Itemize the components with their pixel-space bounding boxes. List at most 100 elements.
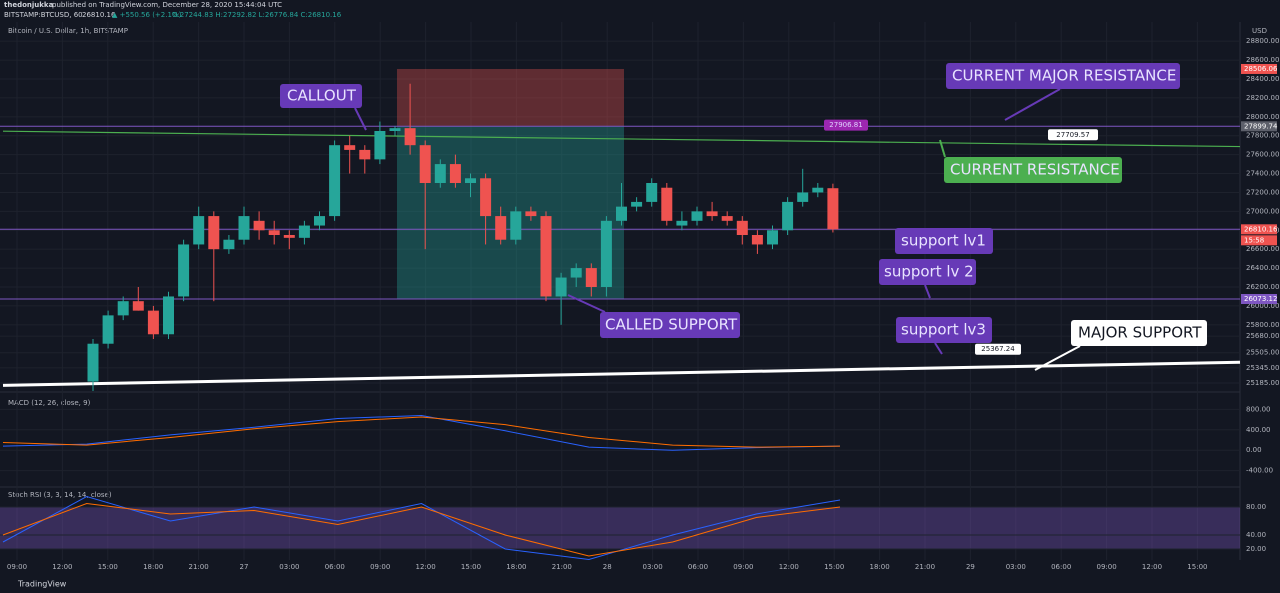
annotation: CALLOUT — [287, 87, 357, 105]
logo: TradingView — [17, 580, 67, 589]
candle-body — [661, 187, 673, 221]
candle-body — [208, 216, 220, 250]
y-tick-label: 400.00 — [1246, 426, 1271, 434]
candle-body — [419, 145, 431, 183]
candle-body — [691, 211, 703, 221]
y-tick-label: 28000.00 — [1246, 113, 1279, 121]
annotation: CALLED SUPPORT — [605, 316, 738, 334]
y-tick-label: 28200.00 — [1246, 94, 1279, 102]
candle-body — [510, 211, 522, 240]
candle-body — [178, 244, 190, 297]
countdown: 15:58 — [1244, 236, 1264, 244]
pointer — [939, 139, 946, 158]
x-tick-label: 03:00 — [279, 563, 299, 571]
published: published on TradingView.com, December 2… — [52, 1, 282, 9]
candle-body — [87, 343, 99, 382]
change: ▲ +550.56 (+2.1%) — [112, 11, 182, 19]
candle-body — [268, 230, 280, 235]
y-tick-label: 25185.00 — [1246, 379, 1279, 387]
price-tag-label: 27906.81 — [829, 121, 862, 129]
candle-body — [555, 277, 567, 297]
candle-body — [827, 188, 839, 230]
x-tick-label: 06:00 — [1051, 563, 1071, 571]
candle-body — [449, 164, 461, 183]
candle-body — [329, 145, 341, 217]
y-tick-label: 27400.00 — [1246, 170, 1279, 178]
annotation: MAJOR SUPPORT — [1078, 324, 1202, 342]
y-tick-label: 27800.00 — [1246, 132, 1279, 140]
series-line — [2, 414, 841, 451]
y-tick-label: 26400.00 — [1246, 264, 1279, 272]
y-tick-label: 26600.00 — [1246, 245, 1279, 253]
candle-body — [706, 211, 718, 217]
axis-price-tag — [1241, 224, 1277, 235]
x-tick-label: 15:00 — [1187, 563, 1207, 571]
y-tick-label: 28400.00 — [1246, 75, 1279, 83]
x-tick-label: 12:00 — [779, 563, 799, 571]
pointer — [1034, 345, 1081, 371]
x-tick-label: 06:00 — [325, 563, 345, 571]
candle-body — [600, 220, 612, 287]
ann-box — [896, 317, 992, 343]
x-tick-label: 21:00 — [189, 563, 209, 571]
candle-body — [102, 315, 114, 344]
y-tick-label: 27600.00 — [1246, 151, 1279, 159]
y-tick-label: 26000.00 — [1246, 302, 1279, 310]
candle-body — [540, 216, 552, 297]
stop-zone — [397, 68, 624, 127]
series-line — [2, 495, 841, 561]
price-tag — [1048, 129, 1098, 141]
x-tick-label: 09:00 — [733, 563, 753, 571]
candle-body — [721, 216, 733, 221]
x-tick-label: 03:00 — [1006, 563, 1026, 571]
y-tick-label: 27200.00 — [1246, 188, 1279, 196]
stoch-title: Stoch RSI (3, 3, 14, 14, close) — [8, 491, 112, 499]
axis-price-tag — [1241, 121, 1277, 132]
y-tick-label: 28800.00 — [1246, 37, 1279, 45]
y-tick-label: 80.00 — [1246, 503, 1266, 511]
resistance — [2, 130, 1241, 148]
candle-body — [253, 220, 265, 231]
x-tick-label: 09:00 — [370, 563, 390, 571]
candle-body — [344, 145, 356, 150]
x-tick-label: 28 — [603, 563, 612, 571]
y-tick-label: 20.00 — [1246, 545, 1266, 553]
y-tick-label: 25505.00 — [1246, 349, 1279, 357]
axis-price-label: 27899.74 — [1244, 122, 1278, 130]
x-tick-label: 29 — [966, 563, 975, 571]
candle-body — [434, 164, 446, 183]
annotation: CURRENT RESISTANCE — [950, 161, 1120, 179]
candle-body — [812, 187, 824, 193]
annotations: CALLOUT CURRENT MAJOR RESISTANCE CURRENT… — [280, 63, 1207, 371]
pointer — [567, 294, 606, 313]
candle-body — [616, 206, 627, 221]
candle-body — [585, 268, 597, 287]
price-tag — [824, 119, 868, 131]
x-tick-label: 06:00 — [688, 563, 708, 571]
candle-body — [389, 128, 401, 131]
candle-body — [736, 220, 748, 235]
ohlc: O:27244.83 H:27292.82 L:26776.84 C:26810… — [172, 11, 342, 19]
candle-body — [525, 211, 537, 217]
candle-body — [147, 310, 159, 335]
candle-body — [797, 192, 809, 202]
x-tick-label: 18:00 — [870, 563, 890, 571]
candle-body — [117, 301, 129, 316]
x-tick-label: 09:00 — [1097, 563, 1117, 571]
candle-body — [751, 235, 763, 245]
pointer — [1004, 88, 1061, 121]
candle-body — [283, 235, 295, 238]
x-tick-label: 27 — [240, 563, 249, 571]
ann-box — [600, 312, 740, 338]
pointer — [924, 284, 931, 299]
annotation: support lv1 — [901, 232, 986, 250]
axis-price-tag — [1241, 63, 1277, 74]
candle-body — [495, 216, 507, 240]
price-tag-label: 27709.57 — [1056, 131, 1089, 139]
candle-body — [223, 239, 235, 250]
candle-body — [782, 201, 794, 231]
x-tick-label: 21:00 — [552, 563, 572, 571]
y-tick-label: 27000.00 — [1246, 207, 1279, 215]
candle-body — [314, 216, 325, 226]
